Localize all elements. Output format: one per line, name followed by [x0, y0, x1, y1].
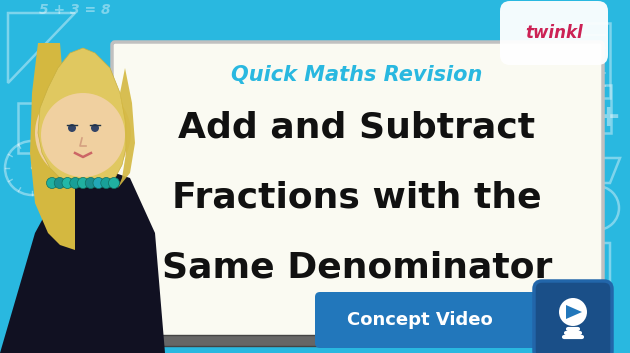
- Circle shape: [85, 178, 96, 189]
- Circle shape: [35, 85, 131, 181]
- Bar: [317, 337, 345, 345]
- FancyBboxPatch shape: [315, 292, 545, 348]
- FancyBboxPatch shape: [112, 42, 603, 338]
- FancyBboxPatch shape: [500, 1, 608, 65]
- Circle shape: [47, 178, 57, 189]
- Text: twinkl: twinkl: [525, 24, 583, 42]
- Polygon shape: [30, 43, 75, 250]
- Text: 3 +: 3 +: [564, 103, 622, 132]
- Circle shape: [41, 93, 125, 177]
- Bar: [555, 23, 610, 98]
- Bar: [352, 337, 387, 345]
- Text: Add and Subtract: Add and Subtract: [178, 110, 536, 144]
- Bar: [573, 85, 611, 133]
- Circle shape: [93, 178, 104, 189]
- Circle shape: [101, 178, 112, 189]
- Circle shape: [108, 178, 120, 189]
- Circle shape: [70, 178, 81, 189]
- Text: Quick Maths Revision: Quick Maths Revision: [231, 65, 483, 85]
- Text: Fractions with the: Fractions with the: [172, 180, 542, 214]
- Polygon shape: [0, 168, 165, 353]
- Circle shape: [54, 178, 66, 189]
- Bar: [372, 338, 382, 344]
- Polygon shape: [566, 305, 582, 319]
- Text: Concept Video: Concept Video: [347, 311, 493, 329]
- Bar: [68, 153, 98, 183]
- Text: Same Denominator: Same Denominator: [162, 250, 552, 284]
- Polygon shape: [118, 68, 135, 188]
- Polygon shape: [38, 48, 126, 187]
- Circle shape: [559, 298, 587, 326]
- Bar: [115, 335, 600, 346]
- Circle shape: [62, 178, 73, 189]
- Circle shape: [68, 124, 76, 132]
- Text: 5 + 3 = 8: 5 + 3 = 8: [39, 3, 111, 17]
- Circle shape: [91, 124, 99, 132]
- FancyBboxPatch shape: [534, 281, 612, 353]
- Circle shape: [77, 178, 88, 189]
